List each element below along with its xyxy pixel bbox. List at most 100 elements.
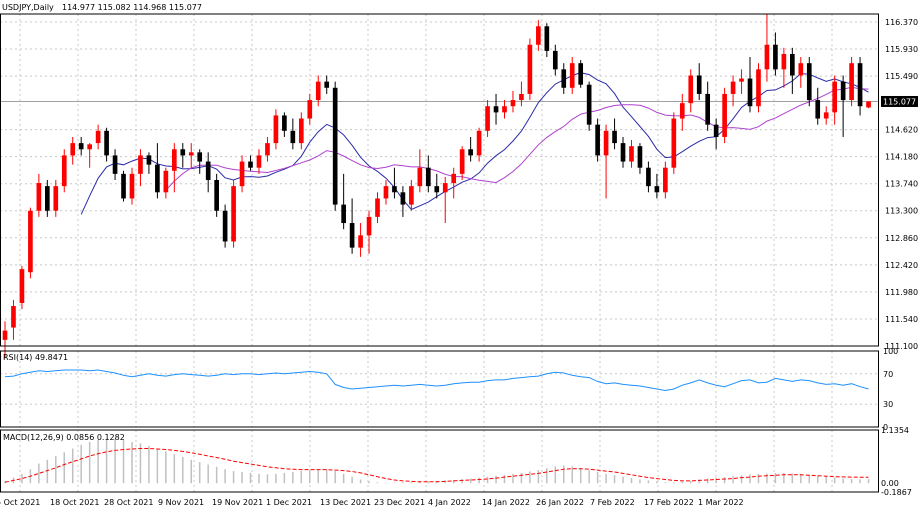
- candle-body: [502, 106, 507, 113]
- candle-body: [256, 155, 262, 168]
- candle: [205, 152, 211, 193]
- candle: [248, 155, 253, 171]
- candle-body: [366, 216, 372, 236]
- ohlc-readout: 114.977 115.082 114.968 115.077: [62, 3, 202, 12]
- macd-tick-label: -0.1867: [881, 488, 912, 497]
- candle: [527, 38, 533, 101]
- candle: [823, 106, 829, 125]
- candle-body: [425, 167, 431, 187]
- candle: [180, 143, 186, 168]
- candle-body: [155, 164, 160, 193]
- price-tick-label: 113.300: [885, 207, 918, 216]
- candle-body: [375, 198, 380, 217]
- candle: [214, 173, 219, 217]
- date-tick-label: 1 Mar 2022: [698, 498, 744, 507]
- panel-frame: [0, 350, 879, 428]
- axis-frames: [0, 13, 879, 493]
- candle-body: [298, 118, 304, 144]
- candle-body: [561, 69, 567, 88]
- candle-body: [569, 63, 575, 88]
- candle-body: [11, 306, 16, 328]
- candle-body: [78, 143, 84, 150]
- candle-body: [231, 186, 236, 242]
- date-tick-label: 14 Jan 2022: [482, 498, 530, 507]
- candle: [493, 93, 499, 125]
- candle-body: [95, 130, 101, 144]
- candle: [146, 152, 152, 174]
- candle-body: [163, 170, 169, 193]
- candle-body: [2, 330, 8, 340]
- candle: [603, 124, 609, 199]
- current-price-label: 115.077: [883, 97, 916, 106]
- candle: [612, 118, 617, 150]
- candle: [45, 180, 50, 217]
- candle: [459, 146, 465, 180]
- candle: [815, 87, 821, 125]
- rsi-tick-label: 70: [883, 370, 893, 379]
- candle-body: [688, 75, 694, 104]
- candle: [425, 155, 431, 193]
- candle-body: [629, 146, 634, 162]
- candle-body: [222, 210, 228, 242]
- candle-body: [840, 81, 846, 101]
- rsi-tick-label: 100: [883, 347, 898, 356]
- candle-body: [19, 269, 25, 303]
- candle-body: [180, 149, 186, 156]
- candle-body: [832, 81, 837, 113]
- candle: [349, 198, 355, 254]
- candle-body: [764, 44, 770, 70]
- candle: [231, 180, 236, 248]
- candle-body: [552, 50, 558, 70]
- candle-body: [45, 186, 50, 211]
- candle-body: [248, 161, 253, 168]
- candle-body: [70, 143, 76, 156]
- candle: [629, 140, 634, 168]
- candle: [392, 167, 397, 199]
- candle: [87, 143, 92, 168]
- candle: [510, 90, 516, 113]
- candle-body: [595, 124, 600, 156]
- candle: [239, 155, 245, 193]
- date-tick-label: 28 Oct 2021: [104, 498, 153, 507]
- candle-body: [239, 161, 245, 187]
- candle-body: [282, 115, 287, 131]
- date-tick-label: 4 Jan 2022: [428, 498, 471, 507]
- candle: [290, 118, 296, 150]
- candle: [730, 75, 736, 107]
- price-tick-label: 111.980: [885, 288, 918, 297]
- candle: [434, 173, 440, 199]
- candle-body: [527, 44, 533, 94]
- candle: [671, 112, 677, 174]
- candle-body: [696, 75, 702, 94]
- candle-body: [324, 81, 330, 88]
- candle: [409, 180, 414, 211]
- candle-body: [434, 186, 440, 193]
- candle-body: [823, 112, 829, 119]
- panel-frame: [0, 429, 879, 493]
- candle: [663, 161, 668, 199]
- candle-body: [383, 186, 389, 199]
- candle-body: [265, 143, 270, 156]
- candle-body: [442, 183, 448, 193]
- candle-body: [663, 167, 668, 193]
- candle-body: [146, 155, 152, 165]
- candle: [722, 87, 727, 144]
- candle: [832, 75, 837, 125]
- candle: [696, 63, 702, 101]
- panel-frame: [0, 13, 879, 347]
- candle: [595, 118, 600, 162]
- price-tick-label: 116.370: [885, 18, 918, 27]
- candle: [171, 143, 177, 193]
- candle-body: [866, 101, 871, 108]
- moving-average-lines: [80, 72, 869, 215]
- candle-body: [307, 100, 313, 119]
- rsi-line: [4, 369, 869, 392]
- candle: [417, 149, 423, 193]
- candle-body: [341, 204, 346, 224]
- candle-body: [849, 63, 854, 101]
- candle: [569, 57, 575, 94]
- macd-tick-label: 0.00: [881, 479, 899, 488]
- candle: [756, 63, 761, 113]
- axis-labels: 116.370 115.930 115.490 114.620 114.180 113.7…: [0, 18, 918, 507]
- candle-body: [205, 161, 211, 180]
